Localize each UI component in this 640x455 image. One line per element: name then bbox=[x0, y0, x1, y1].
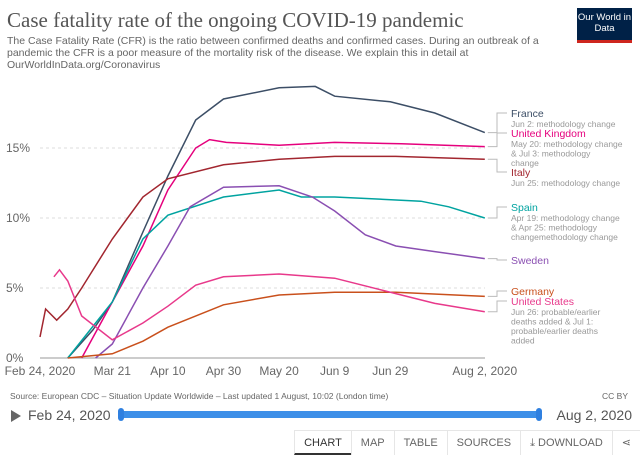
series-line-spain bbox=[67, 189, 486, 359]
label-connector bbox=[487, 132, 507, 148]
series-line-sweden bbox=[95, 185, 485, 359]
series-label: Italy bbox=[511, 167, 531, 179]
chart-subtitle: The Case Fatality Rate (CFR) is the rati… bbox=[7, 35, 539, 71]
timeline-end-handle[interactable] bbox=[536, 408, 542, 421]
timeline-start-date: Feb 24, 2020 bbox=[28, 407, 111, 423]
series-line-united-states bbox=[53, 268, 485, 341]
series-label: Germany bbox=[511, 286, 555, 298]
label-connector bbox=[487, 112, 507, 134]
series-label: United Kingdom bbox=[511, 128, 586, 140]
owid-logo[interactable]: Our World in Data bbox=[577, 8, 632, 43]
x-tick-label: Mar 21 bbox=[94, 364, 132, 378]
series-label: Sweden bbox=[511, 255, 549, 267]
x-tick-label: Apr 30 bbox=[206, 364, 242, 378]
series-note: changemethodology change bbox=[511, 232, 618, 242]
label-connector bbox=[487, 158, 507, 173]
tab-map[interactable]: MAP bbox=[350, 431, 394, 455]
tab-table[interactable]: TABLE bbox=[393, 431, 447, 455]
timeline-slider[interactable] bbox=[121, 411, 539, 418]
series-note: Jun 25: methodology change bbox=[511, 178, 620, 188]
series-note: change bbox=[511, 158, 539, 168]
label-connector bbox=[487, 258, 507, 261]
series-label: Spain bbox=[511, 202, 538, 214]
play-icon[interactable] bbox=[11, 410, 21, 422]
label-connector bbox=[487, 300, 507, 313]
timeline-end-date: Aug 2, 2020 bbox=[556, 407, 632, 423]
license-link[interactable]: CC BY bbox=[602, 391, 628, 401]
y-tick-label: 15% bbox=[6, 141, 30, 155]
x-tick-label: Feb 24, 2020 bbox=[5, 364, 76, 378]
series-label: United States bbox=[511, 296, 574, 308]
share-icon: ⋖ bbox=[621, 437, 631, 449]
x-tick-label: May 20 bbox=[259, 364, 299, 378]
x-tick-label: Jun 9 bbox=[320, 364, 350, 378]
series-note: Jun 2: methodology change bbox=[511, 119, 616, 129]
series-line-united-kingdom bbox=[81, 138, 485, 359]
series-note: Jun 26: probable/earlier bbox=[511, 307, 600, 317]
tab-sources[interactable]: SOURCES bbox=[446, 431, 520, 455]
series-note: deaths added & Jul 1: bbox=[511, 317, 593, 327]
tab-bar: CHART MAP TABLE SOURCES ⤓ DOWNLOAD ⋖ bbox=[294, 430, 640, 455]
download-icon: ⤓ bbox=[530, 437, 538, 449]
series-note: May 20: methodology change bbox=[511, 139, 623, 149]
label-connector bbox=[487, 290, 507, 297]
timeline-start-handle[interactable] bbox=[118, 408, 124, 421]
x-tick-label: Aug 2, 2020 bbox=[452, 364, 517, 378]
series-note: & Apr 25: methodology bbox=[511, 223, 598, 233]
series-label: France bbox=[511, 108, 544, 120]
y-tick-label: 10% bbox=[6, 211, 30, 225]
x-tick-label: Jun 29 bbox=[372, 364, 408, 378]
y-tick-label: 0% bbox=[6, 351, 24, 365]
source-note[interactable]: Source: European CDC – Situation Update … bbox=[10, 391, 389, 401]
chart-title: Case fatality rate of the ongoing COVID-… bbox=[7, 8, 464, 32]
series-line-germany bbox=[67, 291, 485, 359]
series-note: probable/earlier deaths bbox=[511, 326, 598, 336]
tab-chart[interactable]: CHART bbox=[294, 431, 351, 455]
x-tick-label: Apr 10 bbox=[150, 364, 186, 378]
y-tick-label: 5% bbox=[6, 281, 24, 295]
series-note: & Jul 3: methodology bbox=[511, 149, 591, 159]
label-connector bbox=[487, 206, 507, 219]
share-button[interactable]: ⋖ bbox=[611, 431, 640, 455]
line-chart: 0% 5% 10% 15% Feb 24, 2020 Mar 21 Apr 10 Apr 30… bbox=[5, 85, 623, 378]
series-note: Apr 19: methodology change bbox=[511, 213, 620, 223]
tab-download[interactable]: ⤓ DOWNLOAD bbox=[520, 431, 612, 455]
series-note: added bbox=[511, 336, 535, 346]
series-line-italy bbox=[39, 155, 485, 338]
series-line-france bbox=[67, 85, 486, 359]
